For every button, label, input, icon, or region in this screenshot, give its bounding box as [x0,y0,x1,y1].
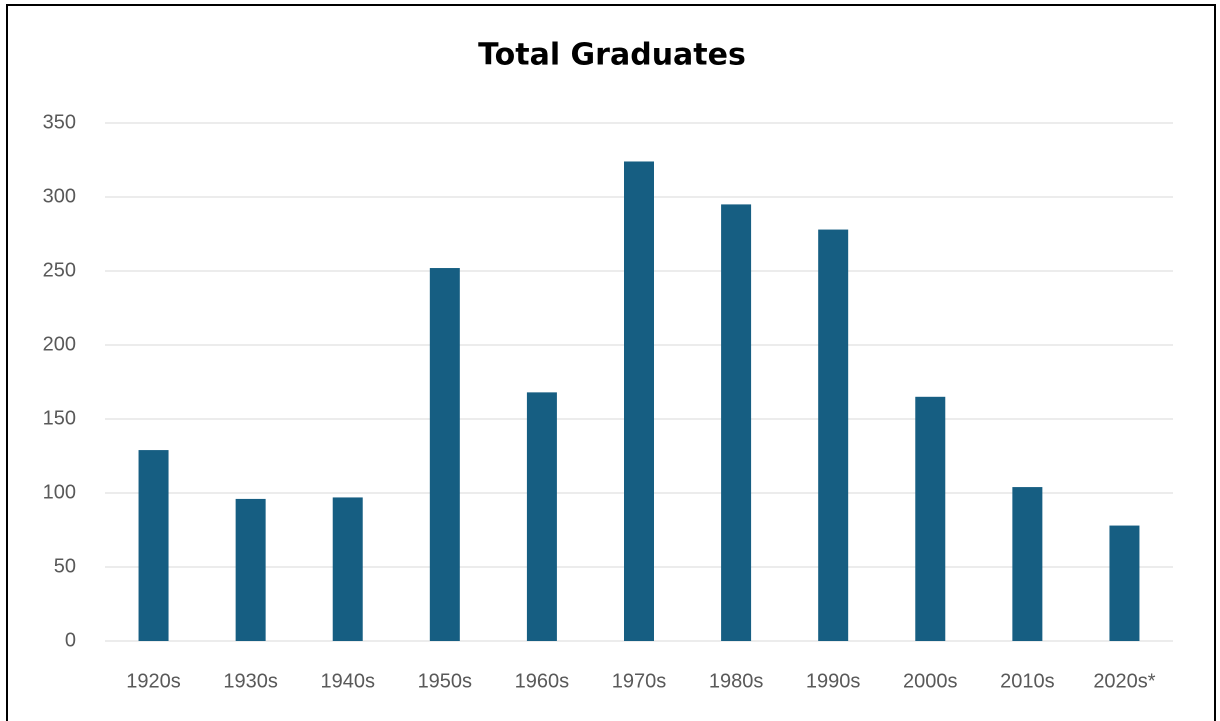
bar [235,498,266,641]
bar [818,229,849,641]
x-tick-label: 2000s [903,670,958,692]
x-tick-label: 1990s [806,670,861,692]
x-tick-label: 2010s [1000,670,1055,692]
y-tick-label: 350 [43,111,76,133]
y-tick-label: 300 [43,185,76,207]
y-tick-label: 0 [65,629,76,651]
y-tick-label: 100 [43,481,76,503]
y-tick-label: 150 [43,407,76,429]
x-tick-label: 1950s [418,670,473,692]
x-tick-label: 1960s [515,670,570,692]
bar [915,396,946,641]
y-tick-label: 250 [43,259,76,281]
bar [332,497,363,641]
y-tick-label: 200 [43,333,76,355]
bar [721,204,752,641]
y-tick-label: 50 [54,555,76,577]
bar [1109,525,1140,641]
x-tick-label: 1920s [126,670,181,692]
x-tick-label: 1940s [320,670,375,692]
bar [138,450,169,641]
x-tick-label: 1980s [709,670,764,692]
bar [624,161,654,642]
x-tick-label: 1930s [223,670,278,692]
bar [429,268,460,641]
chart-title: Total Graduates [478,38,746,73]
bar [526,392,557,641]
x-tick-label: 1970s [612,670,667,692]
bar [1012,487,1043,641]
x-tick-label: 2020s* [1093,670,1155,692]
